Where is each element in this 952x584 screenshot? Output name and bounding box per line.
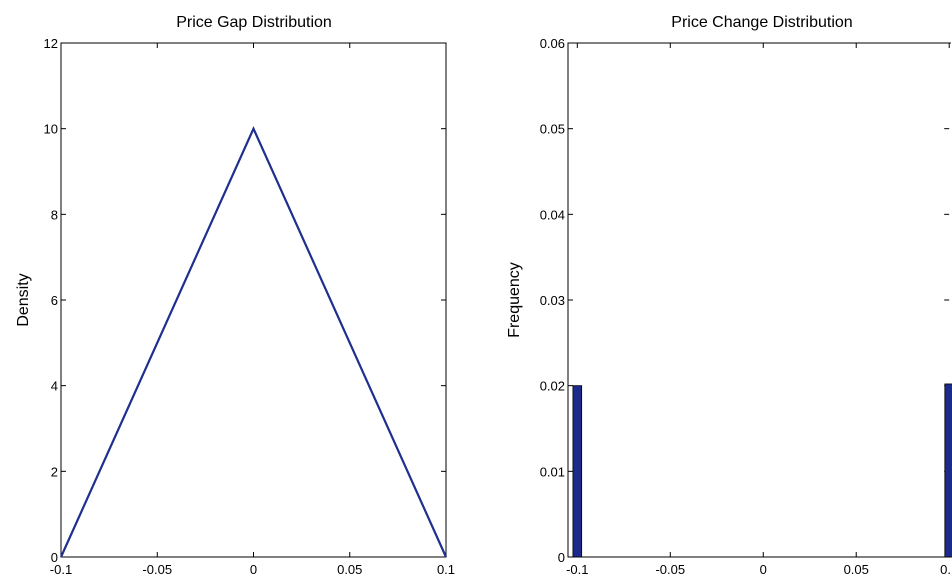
density-axis-label: Density bbox=[15, 273, 32, 326]
bar bbox=[944, 383, 952, 558]
y-tick-label: 0.02 bbox=[540, 379, 565, 394]
x-tick-label: -0.05 bbox=[655, 562, 685, 577]
frequency-axis-label: Frequency bbox=[506, 262, 523, 338]
x-tick-label: 0.1 bbox=[940, 562, 952, 577]
y-tick-label: 0.06 bbox=[540, 36, 565, 51]
price-change-axes-box bbox=[567, 42, 951, 558]
y-tick-label: 12 bbox=[44, 36, 58, 51]
price-gap-panel: Price Gap Distribution Density -0.1 -0.05… bbox=[15, 14, 455, 577]
price-gap-marks bbox=[59, 125, 448, 558]
y-tick-label: 0.03 bbox=[540, 293, 565, 308]
y-tick-label: 0 bbox=[51, 550, 58, 565]
x-tick-label: -0.05 bbox=[142, 562, 172, 577]
y-tick-label: 2 bbox=[51, 464, 58, 479]
x-tick-label: -0.1 bbox=[50, 562, 72, 577]
x-tick-label: 0 bbox=[250, 562, 257, 577]
x-tick-label: 0.05 bbox=[844, 562, 869, 577]
y-tick-label: 0.01 bbox=[540, 464, 565, 479]
y-tick-label: 6 bbox=[51, 293, 58, 308]
bar bbox=[572, 385, 583, 558]
y-tick-label: 8 bbox=[51, 207, 58, 222]
y-tick-label: 4 bbox=[51, 379, 58, 394]
y-tick-label: 0.04 bbox=[540, 207, 565, 222]
price-change-panel: Price Change Distribution Frequency -0.1… bbox=[506, 14, 952, 577]
price-change-marks bbox=[572, 383, 952, 558]
x-tick-label: 0.1 bbox=[437, 562, 455, 577]
y-tick-label: 0 bbox=[558, 550, 565, 565]
price-gap-axes-box bbox=[60, 42, 447, 558]
y-tick-label: 10 bbox=[44, 122, 58, 137]
x-tick-label: -0.1 bbox=[566, 562, 588, 577]
series-line bbox=[59, 125, 448, 558]
y-tick-label: 0.05 bbox=[540, 122, 565, 137]
price-change-ticks: -0.1 -0.05 0 0.05 0.1 0 0.01 0.02 0.03 0.04 0.05 0.… bbox=[540, 36, 952, 577]
x-tick-label: 0.05 bbox=[337, 562, 362, 577]
price-change-title: Price Change Distribution bbox=[671, 14, 852, 31]
x-tick-label: 0 bbox=[760, 562, 767, 577]
price-gap-title: Price Gap Distribution bbox=[176, 14, 332, 31]
price-gap-ticks: -0.1 -0.05 0 0.05 0.1 0 2 4 6 8 10 12 bbox=[44, 36, 456, 577]
